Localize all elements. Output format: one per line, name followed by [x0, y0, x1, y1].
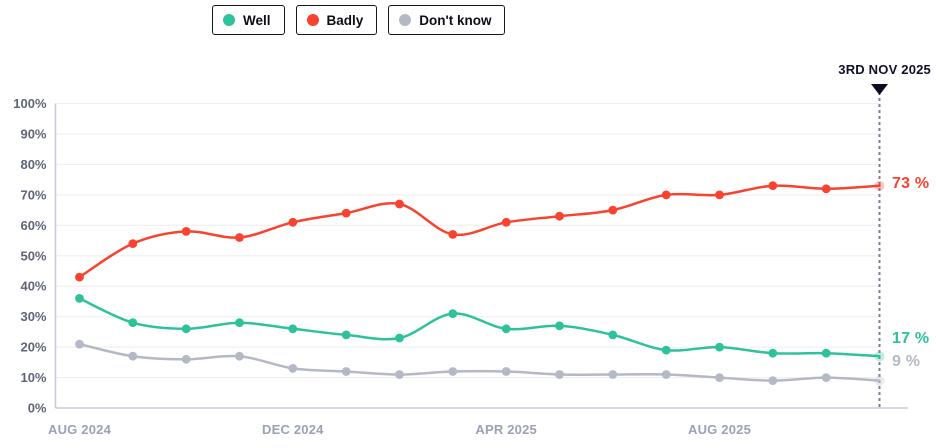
svg-text:50%: 50% [20, 248, 46, 263]
end-label-well: 17 % [892, 330, 930, 347]
svg-text:30%: 30% [20, 309, 46, 324]
well-series-dot-icon [223, 14, 235, 26]
svg-text:0%: 0% [28, 401, 47, 416]
badly-series-dot-icon [306, 14, 319, 26]
svg-text:60%: 60% [20, 218, 46, 233]
svg-text:APR 2025: APR 2025 [475, 422, 537, 437]
svg-text:10%: 10% [20, 370, 46, 385]
svg-text:90%: 90% [20, 127, 46, 142]
legend-item-well[interactable]: Well [212, 5, 285, 35]
legend-label-well: Well [243, 12, 271, 28]
svg-text:40%: 40% [20, 279, 46, 294]
svg-text:DEC 2024: DEC 2024 [262, 422, 324, 437]
legend-item-badly[interactable]: Badly [295, 5, 378, 35]
svg-text:80%: 80% [20, 157, 46, 172]
end-label-badly: 73 % [892, 175, 930, 192]
svg-text:AUG 2025: AUG 2025 [688, 422, 751, 437]
svg-text:70%: 70% [20, 187, 46, 202]
svg-text:100%: 100% [13, 96, 47, 111]
svg-text:AUG 2024: AUG 2024 [48, 422, 112, 437]
legend-label-dontknow: Don't know [419, 12, 492, 28]
legend-label-badly: Badly [326, 12, 364, 28]
end-label-dontknow: 9 % [892, 353, 921, 370]
dontknow-series-dot-icon [399, 14, 412, 26]
legend-item-dontknow[interactable]: Don't know [388, 5, 506, 35]
legend: Well Badly Don't know [212, 5, 506, 35]
annotation-date-label: 3RD NOV 2025 [838, 62, 931, 77]
svg-text:20%: 20% [20, 340, 46, 355]
